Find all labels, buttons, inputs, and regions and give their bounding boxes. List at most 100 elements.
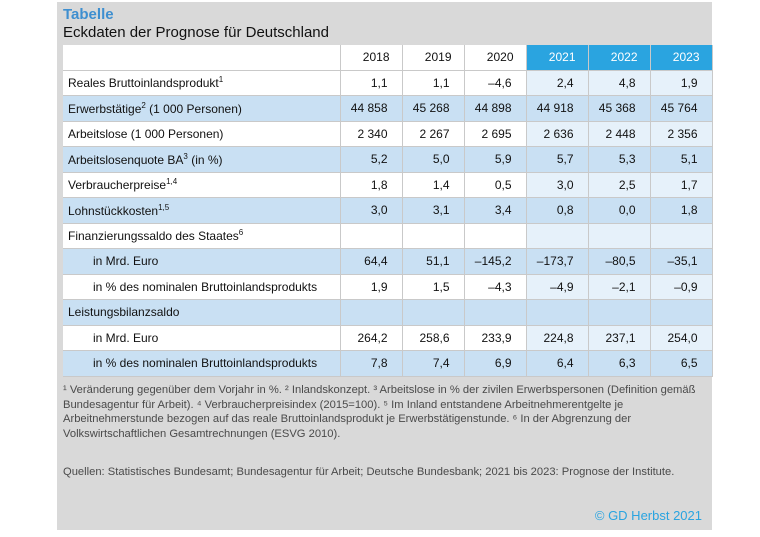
- value-cell: 233,9: [464, 325, 527, 351]
- value-cell: 2 636: [526, 121, 589, 147]
- value-cell: [588, 299, 651, 326]
- value-cell: 224,8: [526, 325, 589, 351]
- row-label-text: Reales Bruttoinlandsprodukt: [68, 76, 219, 91]
- value-cell: 0,8: [526, 197, 589, 224]
- footnote-marker: 1,5: [158, 202, 170, 212]
- table-row: in Mrd. Euro 64,4 51,1 –145,2 –173,7 –80,5 –35…: [63, 248, 713, 275]
- year-header: 2022: [588, 45, 651, 71]
- value-cell: 2,5: [588, 172, 651, 198]
- value-cell: 1,5: [402, 274, 465, 300]
- value-cell: 44 918: [526, 95, 589, 122]
- value-cell: 264,2: [340, 325, 403, 351]
- value-cell: 3,4: [464, 197, 527, 224]
- table-row: Verbraucherpreise1,4 1,8 1,4 0,5 3,0 2,5 1,7: [63, 172, 713, 198]
- value-cell: 1,1: [402, 70, 465, 96]
- table-title: Eckdaten der Prognose für Deutschland: [63, 24, 329, 41]
- copyright-note: © GD Herbst 2021: [594, 508, 702, 523]
- header-row: 2018 2019 2020 2021 2022 2023: [63, 45, 713, 71]
- table-panel: Tabelle Eckdaten der Prognose für Deutsc…: [57, 2, 713, 530]
- table-row: in % des nominalen Bruttoinlandsprodukts…: [63, 350, 713, 377]
- value-cell: –173,7: [526, 248, 589, 275]
- value-cell: –145,2: [464, 248, 527, 275]
- year-header: 2023: [650, 45, 713, 71]
- value-cell: [650, 299, 713, 326]
- value-cell: 2,4: [526, 70, 589, 96]
- table-row: Reales Bruttoinlandsprodukt1 1,1 1,1 –4,6 2,…: [63, 70, 713, 96]
- value-cell: [464, 299, 527, 326]
- value-cell: 258,6: [402, 325, 465, 351]
- table-row: Leistungsbilanzsaldo: [63, 299, 713, 326]
- value-cell: 1,9: [340, 274, 403, 300]
- value-cell: 3,0: [526, 172, 589, 198]
- value-cell: [340, 223, 403, 249]
- row-label-text: Erwerbstätige: [68, 101, 142, 116]
- row-label-text: Lohnstückkosten: [68, 203, 159, 218]
- row-label-text: in Mrd. Euro: [93, 330, 159, 345]
- value-cell: 7,4: [402, 350, 465, 377]
- value-cell: 4,8: [588, 70, 651, 96]
- forecast-table: 2018 2019 2020 2021 2022 2023 Reales Bru…: [63, 45, 713, 377]
- value-cell: 44 858: [340, 95, 403, 122]
- value-cell: 2 340: [340, 121, 403, 147]
- footnote-marker: 1,4: [166, 177, 178, 187]
- value-cell: 237,1: [588, 325, 651, 351]
- value-cell: –4,6: [464, 70, 527, 96]
- value-cell: 1,8: [650, 197, 713, 224]
- footnotes: ¹ Veränderung gegenüber dem Vorjahr in %…: [63, 384, 696, 440]
- value-cell: 2 267: [402, 121, 465, 147]
- value-cell: 5,9: [464, 146, 527, 173]
- header-label-cell: [63, 45, 341, 71]
- value-cell: [402, 223, 465, 249]
- value-cell: –0,9: [650, 274, 713, 300]
- table-row: Arbeitslose (1 000 Personen) 2 340 2 267 2 …: [63, 121, 713, 147]
- footnote-marker: 2: [141, 100, 146, 110]
- row-label: Verbraucherpreise1,4: [63, 172, 341, 198]
- footnote-marker: 6: [238, 228, 244, 238]
- value-cell: 64,4: [340, 248, 403, 275]
- value-cell: 45 764: [650, 95, 713, 122]
- row-label-text: Verbraucherpreise: [68, 178, 167, 193]
- value-cell: –4,3: [464, 274, 527, 300]
- value-cell: 254,0: [650, 325, 713, 351]
- row-label: Arbeitslose (1 000 Personen): [63, 121, 341, 147]
- row-label: Arbeitslosenquote BA3 (in %): [63, 146, 341, 173]
- row-label-text: in Mrd. Euro: [93, 254, 159, 269]
- value-cell: 6,5: [650, 350, 713, 377]
- value-cell: 6,4: [526, 350, 589, 377]
- value-cell: 1,4: [402, 172, 465, 198]
- value-cell: 0,0: [588, 197, 651, 224]
- sources-note: Quellen: Statistisches Bundesamt; Bundes…: [63, 466, 675, 478]
- row-label: in % des nominalen Bruttoinlandsprodukts: [63, 350, 341, 377]
- row-label-text: Arbeitslosenquote BA: [68, 152, 184, 167]
- value-cell: 6,9: [464, 350, 527, 377]
- value-cell: 3,0: [340, 197, 403, 224]
- value-cell: [340, 299, 403, 326]
- table-row: in % des nominalen Bruttoinlandsprodukts…: [63, 274, 713, 300]
- row-label: Leistungsbilanzsaldo: [63, 299, 341, 326]
- table-row: Finanzierungssaldo des Staates6: [63, 223, 713, 249]
- value-cell: 2 448: [588, 121, 651, 147]
- value-cell: [588, 223, 651, 249]
- value-cell: –35,1: [650, 248, 713, 275]
- year-header: 2018: [340, 45, 403, 71]
- year-header: 2020: [464, 45, 527, 71]
- row-label: Finanzierungssaldo des Staates6: [63, 223, 341, 249]
- row-label: in % des nominalen Bruttoinlandsprodukts: [63, 274, 341, 300]
- value-cell: 45 368: [588, 95, 651, 122]
- row-label: in Mrd. Euro: [63, 325, 341, 351]
- value-cell: 51,1: [402, 248, 465, 275]
- row-label-text: Leistungsbilanzsaldo: [68, 305, 180, 320]
- value-cell: –80,5: [588, 248, 651, 275]
- row-label: Reales Bruttoinlandsprodukt1: [63, 70, 341, 96]
- table-row: Erwerbstätige2 (1 000 Personen) 44 858 45 …: [63, 95, 713, 122]
- value-cell: [526, 223, 589, 249]
- value-cell: 5,3: [588, 146, 651, 173]
- year-header: 2021: [526, 45, 589, 71]
- value-cell: 2 356: [650, 121, 713, 147]
- value-cell: 6,3: [588, 350, 651, 377]
- value-cell: 1,8: [340, 172, 403, 198]
- row-label: in Mrd. Euro: [63, 248, 341, 275]
- value-cell: 1,1: [340, 70, 403, 96]
- value-cell: 45 268: [402, 95, 465, 122]
- row-label: Lohnstückkosten1,5: [63, 197, 341, 224]
